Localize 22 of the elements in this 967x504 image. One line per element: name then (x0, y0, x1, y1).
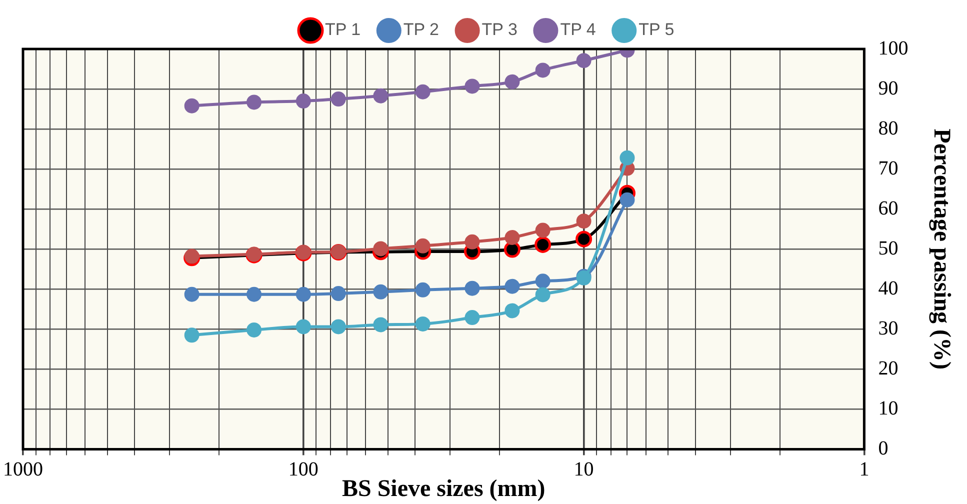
x-tick-label: 1 (859, 458, 870, 480)
x-tick-label: 100 (288, 458, 318, 480)
y-tick-label: 10 (878, 397, 898, 420)
y-tick-label: 0 (878, 437, 888, 460)
y-tick-label: 60 (878, 197, 898, 220)
y-tick-label: 70 (878, 157, 898, 180)
y-tick-label: 100 (878, 37, 908, 60)
y-tick-label: 20 (878, 357, 898, 380)
x-tick-label: 1000 (3, 458, 43, 480)
x-tick-label: 10 (574, 458, 594, 480)
legend-label: TP 1 (325, 20, 361, 40)
legend-label: TP 3 (482, 20, 518, 40)
y-tick-label: 90 (878, 77, 898, 100)
y-axis-title: Percentage passing (%) (928, 128, 954, 370)
legend-label: TP 5 (638, 20, 674, 40)
legend-label: TP 4 (560, 20, 596, 40)
y-tick-label: 80 (878, 117, 898, 140)
y-tick-label: 30 (878, 317, 898, 340)
x-axis-title: BS Sieve sizes (mm) (342, 476, 546, 502)
y-tick-label: 40 (878, 277, 898, 300)
y-tick-label: 50 (878, 237, 898, 260)
legend-label: TP 2 (403, 20, 439, 40)
